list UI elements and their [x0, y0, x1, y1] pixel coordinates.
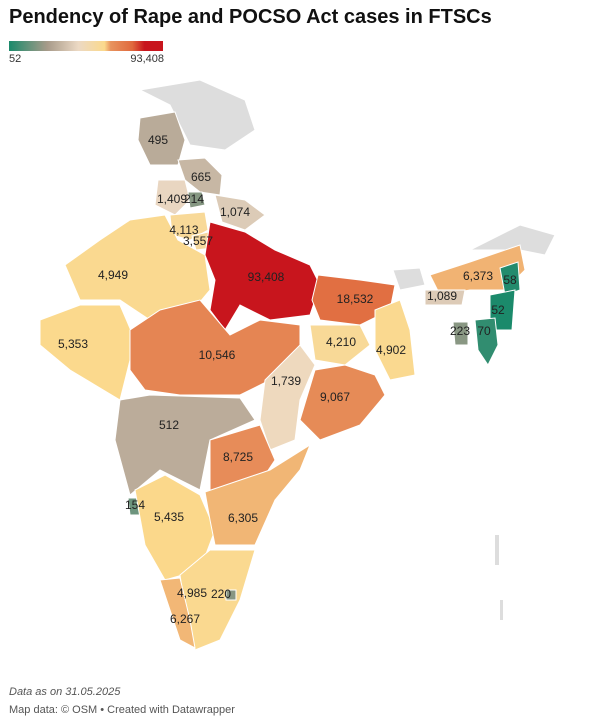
region-label: 93,408 [248, 270, 285, 284]
region [187, 191, 206, 209]
region [134, 474, 216, 581]
note: Data as on 31.05.2025 [9, 686, 121, 698]
region-label: 1,409 [157, 192, 187, 206]
region-label: 223 [450, 324, 470, 338]
region-label: 70 [477, 324, 491, 338]
no-data-region [138, 79, 256, 151]
islands [500, 600, 503, 620]
region [214, 194, 266, 231]
legend-max: 93,408 [130, 53, 164, 65]
region-label: 1,739 [271, 374, 301, 388]
region-label: 58 [503, 273, 517, 287]
region-label: 4,210 [326, 335, 356, 349]
region [225, 589, 237, 601]
region-label: 220 [211, 587, 231, 601]
region [452, 321, 469, 346]
region [114, 394, 256, 496]
region-label: 1,089 [427, 289, 457, 303]
region-label: 9,067 [320, 390, 350, 404]
region-label: 214 [184, 192, 204, 206]
credit: Map data: © OSM • Created with Datawrapp… [9, 704, 235, 716]
region [259, 344, 316, 451]
region-label: 1,074 [220, 205, 250, 219]
region-label: 495 [148, 133, 168, 147]
region-label: 665 [191, 170, 211, 184]
region-label: 4,949 [98, 268, 128, 282]
region [374, 299, 416, 381]
region-label: 5,435 [154, 510, 184, 524]
region [499, 261, 521, 296]
region-label: 10,546 [199, 348, 236, 362]
region-label: 6,267 [170, 612, 200, 626]
region-label: 4,985 [177, 586, 207, 600]
region-label: 4,113 [169, 223, 198, 237]
region [154, 179, 191, 216]
region [299, 364, 386, 441]
region-label: 8,725 [223, 450, 253, 464]
region-label: 52 [491, 303, 505, 317]
region-label: 3,557 [183, 234, 213, 248]
region-label: 5,353 [58, 337, 88, 351]
region [309, 324, 371, 366]
region [424, 289, 466, 306]
legend-min: 52 [9, 53, 22, 65]
legend-bar [9, 41, 163, 51]
no-data-region [392, 267, 426, 291]
region [137, 111, 186, 166]
region-label: 6,305 [228, 511, 258, 525]
title: Pendency of Rape and POCSO Act cases in … [9, 6, 492, 28]
region [159, 577, 196, 649]
islands [495, 535, 499, 565]
region [474, 317, 499, 366]
region-label: 18,532 [337, 292, 374, 306]
region-label: 6,373 [463, 269, 493, 283]
region [204, 221, 321, 331]
region [39, 304, 136, 401]
region [204, 443, 312, 546]
region-label: 154 [125, 498, 145, 512]
region-label: 512 [159, 418, 179, 432]
region-label: 4,902 [376, 343, 406, 357]
